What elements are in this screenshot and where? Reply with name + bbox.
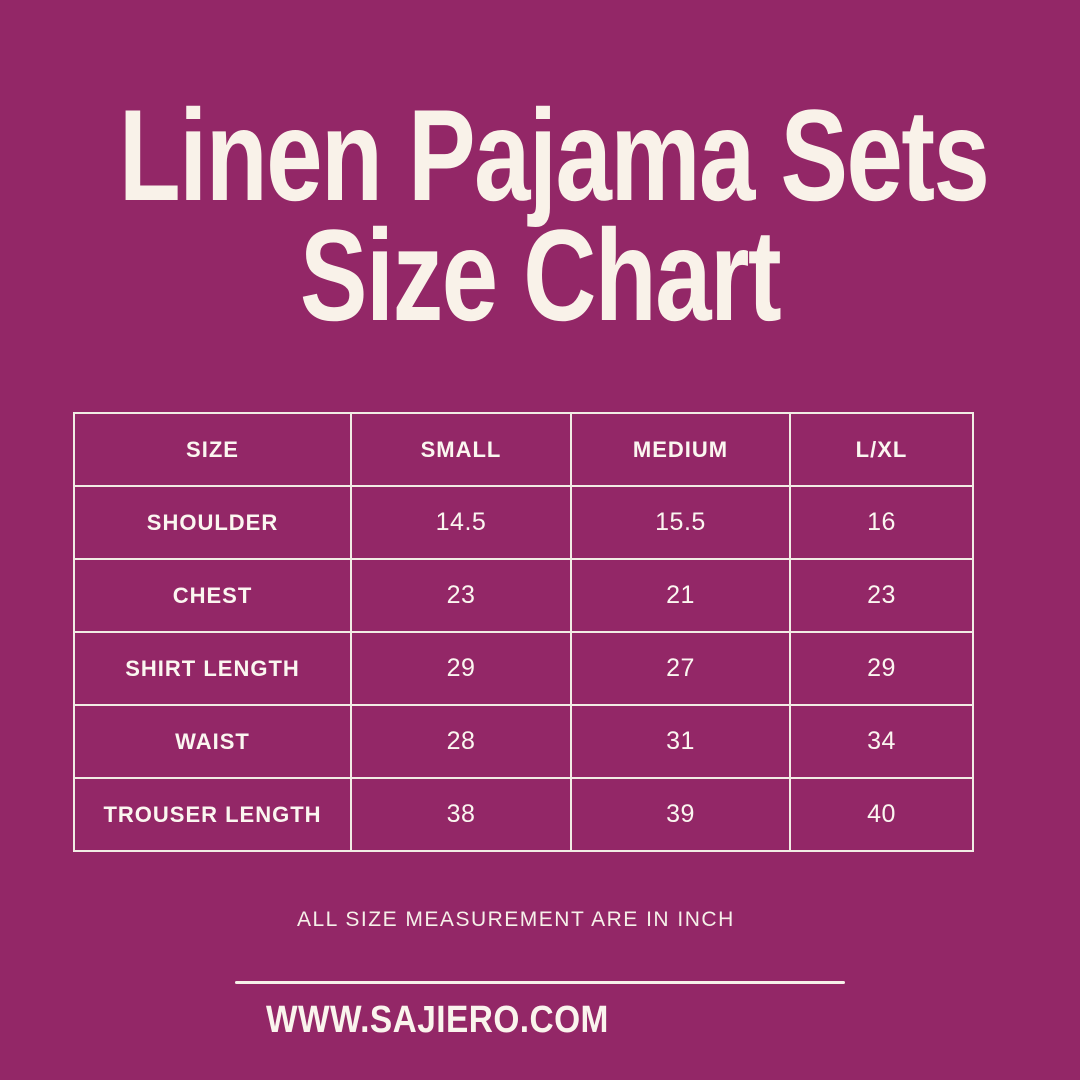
- cell-waist-small: 28: [350, 704, 572, 779]
- title-line-2: Size Chart: [299, 202, 782, 348]
- column-header-small: SMALL: [350, 412, 572, 487]
- column-header-medium: MEDIUM: [570, 412, 791, 487]
- cell-chest-small: 23: [350, 558, 572, 633]
- table-header-row: SIZE SMALL MEDIUM L/XL: [73, 412, 974, 487]
- cell-shirt-length-small: 29: [350, 631, 572, 706]
- table-row-chest: CHEST 23 21 23: [73, 558, 974, 633]
- cell-waist-medium: 31: [570, 704, 791, 779]
- cell-shoulder-medium: 15.5: [570, 485, 791, 560]
- table-row-trouser-length: TROUSER LENGTH 38 39 40: [73, 777, 974, 852]
- cell-trouser-length-medium: 39: [570, 777, 791, 852]
- cell-shoulder-lxl: 16: [789, 485, 974, 560]
- cell-chest-medium: 21: [570, 558, 791, 633]
- cell-shirt-length-lxl: 29: [789, 631, 974, 706]
- page-title: Linen Pajama Sets Size Chart: [118, 82, 990, 348]
- table-row-shirt-length: SHIRT LENGTH 29 27 29: [73, 631, 974, 706]
- cell-chest-lxl: 23: [789, 558, 974, 633]
- row-label-waist: WAIST: [73, 704, 352, 779]
- cell-waist-lxl: 34: [789, 704, 974, 779]
- website-url: WWW.SAJIERO.COM: [266, 999, 609, 1041]
- cell-trouser-length-lxl: 40: [789, 777, 974, 852]
- column-header-lxl: L/XL: [789, 412, 974, 487]
- cell-trouser-length-small: 38: [350, 777, 572, 852]
- row-label-shoulder: SHOULDER: [73, 485, 352, 560]
- size-chart-table: SIZE SMALL MEDIUM L/XL SHOULDER 14.5 15.…: [73, 412, 974, 852]
- cell-shirt-length-medium: 27: [570, 631, 791, 706]
- title-line-1: Linen Pajama Sets: [118, 82, 990, 228]
- table-row-shoulder: SHOULDER 14.5 15.5 16: [73, 485, 974, 560]
- divider-line: [235, 981, 845, 984]
- table-row-waist: WAIST 28 31 34: [73, 704, 974, 779]
- row-label-shirt-length: SHIRT LENGTH: [73, 631, 352, 706]
- measurement-note: ALL SIZE MEASUREMENT ARE IN INCH: [297, 908, 735, 931]
- row-label-chest: CHEST: [73, 558, 352, 633]
- cell-shoulder-small: 14.5: [350, 485, 572, 560]
- column-header-size: SIZE: [73, 412, 352, 487]
- row-label-trouser-length: TROUSER LENGTH: [73, 777, 352, 852]
